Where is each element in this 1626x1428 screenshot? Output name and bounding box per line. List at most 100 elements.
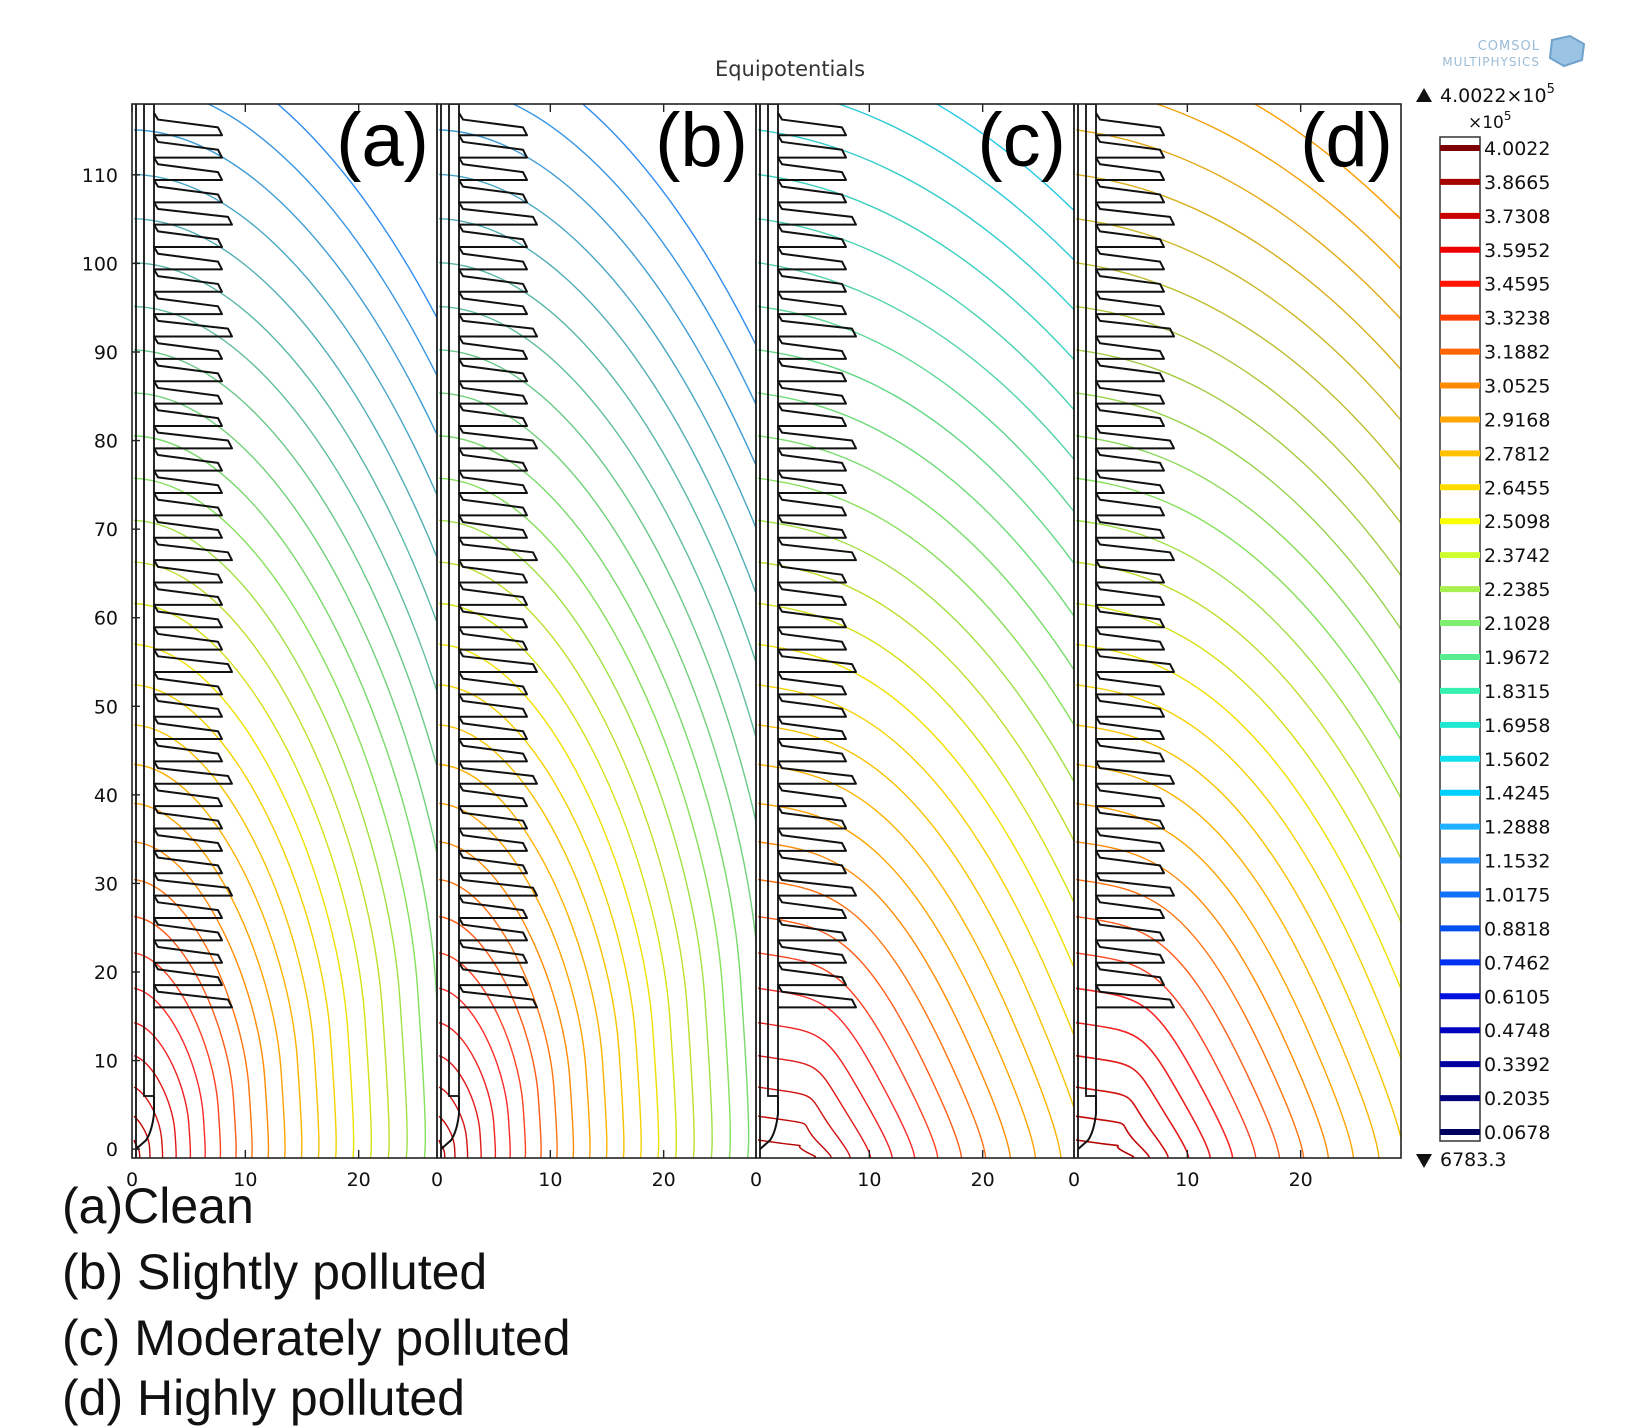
equipotential-line (438, 262, 756, 665)
base-electrode (1077, 1096, 1097, 1150)
equipotential-line (133, 878, 253, 1158)
panel-label: (d) (1300, 98, 1393, 183)
equipotential-line (438, 129, 756, 468)
y-tick-label: 100 (82, 253, 118, 275)
equipotential-line (438, 1055, 482, 1158)
comsol-logo: COMSOL MULTIPHYSICS (1442, 34, 1586, 69)
equipotential-line (133, 1055, 177, 1158)
x-tick-label: 10 (1175, 1169, 1199, 1191)
equipotential-line (1075, 129, 1401, 321)
equipotential-line (1075, 435, 1401, 686)
colorbar-frame (1439, 136, 1481, 1142)
colorbar-level-label: 0.3392 (1484, 1054, 1550, 1076)
insulator-sheds (777, 112, 857, 1009)
equipotential-line (757, 841, 1012, 1158)
insulator-core (1085, 104, 1097, 1097)
equipotential-line (438, 878, 558, 1158)
equipotential-line (438, 349, 756, 826)
colorbar-level-label: 3.0525 (1484, 376, 1550, 398)
equipotential-line (133, 305, 437, 694)
equipotential-line (133, 1115, 151, 1158)
y-tick-label: 30 (94, 873, 118, 895)
equipotential-line (757, 987, 916, 1158)
equipotential-line (1075, 561, 1401, 861)
y-tick-label: 110 (82, 165, 118, 187)
x-tick-label: 20 (652, 1169, 676, 1191)
colorbar-level-label: 3.8665 (1484, 172, 1550, 194)
caption-b: (b) Slightly polluted (62, 1244, 488, 1300)
equipotential-line (1154, 104, 1401, 271)
equipotential-line (133, 129, 437, 437)
equipotential-line (438, 684, 642, 1158)
panel-frame (436, 103, 757, 1159)
equipotential-line (133, 915, 237, 1158)
equipotential-line (757, 561, 1074, 843)
equipotential-line (757, 519, 1074, 784)
equipotential-line (1075, 1054, 1190, 1158)
equipotential-line (757, 878, 987, 1158)
x-tick-label: 0 (1068, 1169, 1080, 1191)
equipotential-line (133, 392, 437, 858)
equipotential-line (757, 477, 1074, 727)
equipotential-line (438, 915, 542, 1158)
equipotential-line (133, 763, 303, 1158)
equipotential-line (133, 724, 320, 1158)
panel-a: (a) (131, 98, 438, 1159)
logo-cube-icon (1548, 34, 1586, 68)
equipotential-line (438, 519, 713, 1158)
x-axis: 0 10 20 0 10 20 0 10 20 0 10 20 (126, 1169, 1313, 1191)
equipotential-line (581, 104, 756, 347)
equipotential-line (133, 173, 437, 497)
equipotential-line (438, 217, 756, 596)
x-tick-label: 0 (431, 1169, 443, 1191)
colorbar-level-label: 2.9168 (1484, 409, 1550, 431)
y-tick-label: 20 (94, 962, 118, 984)
equipotential-line (1075, 643, 1401, 991)
colorbar-level-label: 2.6455 (1484, 477, 1550, 499)
equipotential-line (133, 1086, 164, 1158)
equipotential-line (438, 477, 732, 1158)
colorbar-levels: 4.0022 3.8665 3.7308 3.5952 3.4595 3.3238 3.18… (1440, 138, 1550, 1144)
panel-frame (1073, 103, 1402, 1159)
equipotential-line (133, 561, 390, 1158)
panel-b: (b) (436, 98, 757, 1159)
equipotential-line (133, 841, 270, 1158)
panel-frame (755, 103, 1075, 1159)
equipotential-line (757, 1021, 893, 1158)
equipotential-line (757, 724, 1074, 1111)
equipotential-line (1075, 841, 1330, 1158)
colorbar-level-label: 0.8818 (1484, 918, 1550, 940)
colorbar-level-label: 1.1532 (1484, 851, 1550, 873)
equipotential-line (1075, 684, 1401, 1061)
colorbar-level-label: 2.1028 (1484, 613, 1550, 635)
panel-label: (c) (977, 98, 1066, 183)
colorbar-level-label: 1.9672 (1484, 647, 1550, 669)
equipotential-line (1075, 392, 1401, 631)
equipotential-line (1075, 1115, 1150, 1158)
equipotential-line (133, 952, 222, 1158)
equipotential-line (133, 802, 286, 1158)
colorbar-level-label: 0.6105 (1484, 986, 1550, 1008)
equipotential-line (133, 643, 355, 1158)
equipotential-line (276, 104, 437, 320)
equipotential-line (438, 763, 608, 1158)
equipotential-line (438, 987, 511, 1158)
base-electrode (440, 1096, 460, 1150)
y-tick-label: 10 (94, 1051, 118, 1073)
colorbar-level-label: 0.4748 (1484, 1020, 1550, 1042)
x-tick-label: 10 (857, 1169, 881, 1191)
colorbar-level-label: 1.8315 (1484, 681, 1550, 703)
panel-label: (a) (336, 98, 429, 183)
x-tick-label: 10 (538, 1169, 562, 1191)
equipotential-line (757, 305, 1074, 513)
caption-c: (c) Moderately polluted (62, 1310, 571, 1366)
caption-d: (d) Highly polluted (62, 1370, 465, 1426)
equipotential-line (1075, 519, 1401, 801)
plot-panels: (a) (b) (c) (d) (131, 98, 1402, 1159)
equipotential-line (438, 1115, 456, 1158)
insulator-sheds (1095, 112, 1175, 1009)
equipotential-line (438, 1086, 469, 1158)
colorbar-level-label: 3.1882 (1484, 342, 1550, 364)
equipotential-line (836, 104, 1074, 262)
